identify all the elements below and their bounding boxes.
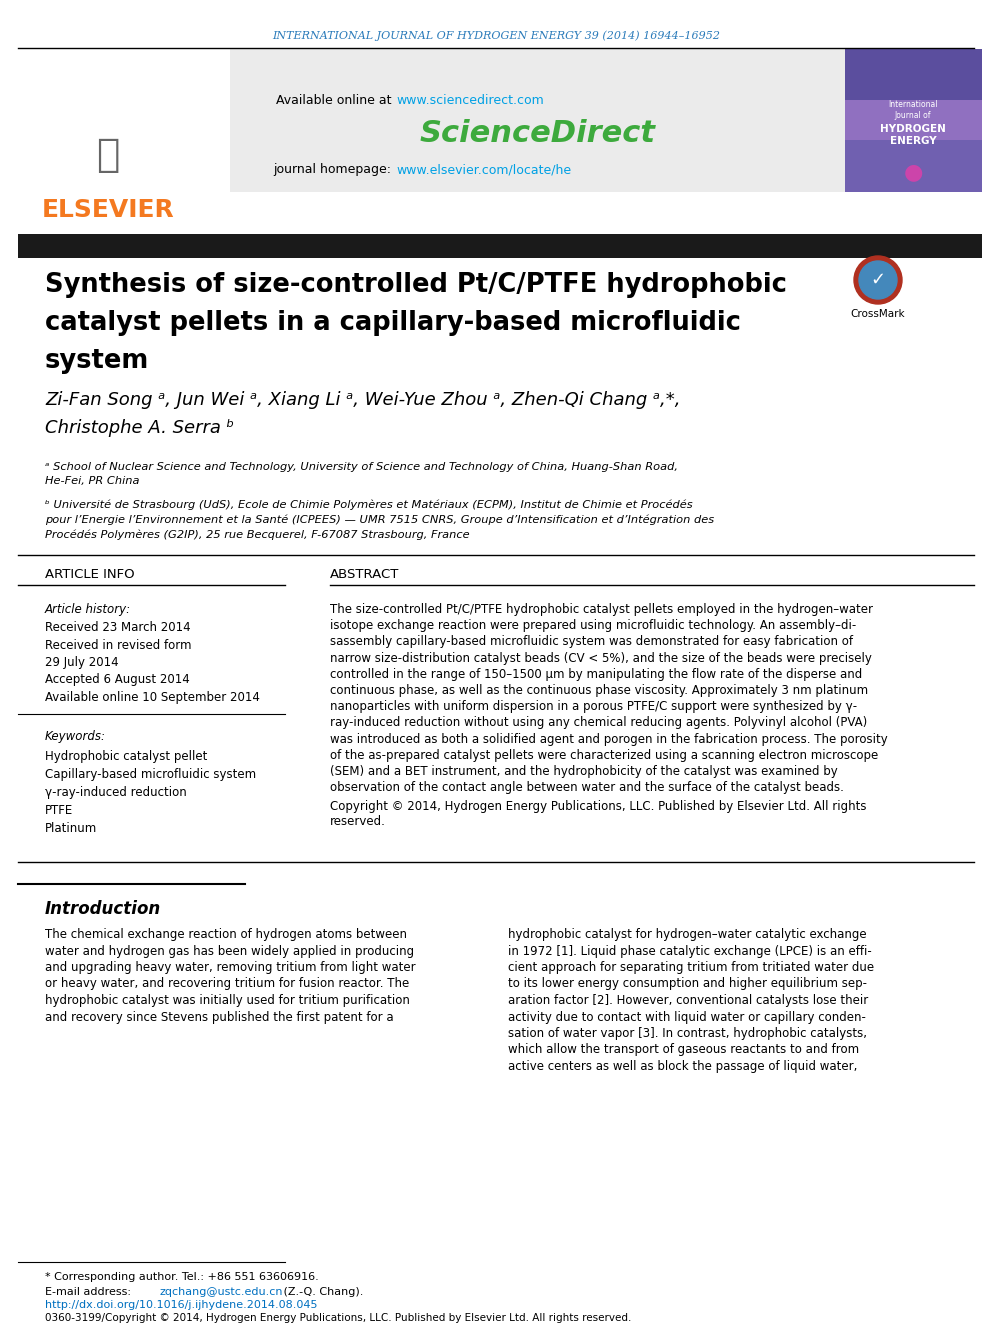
Circle shape [854, 255, 902, 304]
Text: or heavy water, and recovering tritium for fusion reactor. The: or heavy water, and recovering tritium f… [45, 978, 410, 991]
Text: which allow the transport of gaseous reactants to and from: which allow the transport of gaseous rea… [508, 1044, 859, 1057]
Bar [18, 49, 230, 192]
Text: cient approach for separating tritium from tritiated water due: cient approach for separating tritium fr… [508, 960, 874, 974]
Text: active centers as well as block the passage of liquid water,: active centers as well as block the pass… [508, 1060, 857, 1073]
Text: ABSTRACT: ABSTRACT [330, 568, 400, 581]
Text: (SEM) and a BET instrument, and the hydrophobicity of the catalyst was examined : (SEM) and a BET instrument, and the hydr… [330, 765, 838, 778]
Text: INTERNATIONAL JOURNAL OF HYDROGEN ENERGY 39 (2014) 16944–16952: INTERNATIONAL JOURNAL OF HYDROGEN ENERGY… [272, 30, 720, 41]
Text: journal homepage:: journal homepage: [273, 164, 395, 176]
Text: sassembly capillary-based microfluidic system was demonstrated for easy fabricat: sassembly capillary-based microfluidic s… [330, 635, 853, 648]
Text: The size-controlled Pt/C/PTFE hydrophobic catalyst pellets employed in the hydro: The size-controlled Pt/C/PTFE hydrophobi… [330, 603, 873, 617]
Text: Keywords:: Keywords: [45, 730, 106, 744]
Text: catalyst pellets in a capillary-based microfluidic: catalyst pellets in a capillary-based mi… [45, 310, 741, 336]
Text: ✓: ✓ [870, 271, 886, 288]
Text: Available online at: Available online at [276, 94, 395, 106]
Text: system: system [45, 348, 149, 374]
Bar [230, 49, 845, 192]
Text: Received in revised form: Received in revised form [45, 639, 191, 652]
Text: Received 23 March 2014: Received 23 March 2014 [45, 620, 190, 634]
Text: Capillary-based microfluidic system: Capillary-based microfluidic system [45, 767, 256, 781]
Circle shape [859, 261, 897, 299]
Text: Platinum: Platinum [45, 822, 97, 835]
Text: ARTICLE INFO: ARTICLE INFO [45, 568, 135, 581]
Text: Hydrophobic catalyst pellet: Hydrophobic catalyst pellet [45, 750, 207, 763]
Text: of the as-prepared catalyst pellets were characterized using a scanning electron: of the as-prepared catalyst pellets were… [330, 749, 878, 762]
Text: CrossMark: CrossMark [851, 310, 906, 319]
Text: continuous phase, as well as the continuous phase viscosity. Approximately 3 nm : continuous phase, as well as the continu… [330, 684, 868, 697]
Bar [845, 112, 982, 192]
Text: (Z.-Q. Chang).: (Z.-Q. Chang). [280, 1287, 363, 1297]
Text: * Corresponding author. Tel.: +86 551 63606916.: * Corresponding author. Tel.: +86 551 63… [45, 1271, 318, 1282]
Text: hydrophobic catalyst for hydrogen–water catalytic exchange: hydrophobic catalyst for hydrogen–water … [508, 927, 867, 941]
Text: PTFE: PTFE [45, 804, 73, 818]
Text: and upgrading heavy water, removing tritium from light water: and upgrading heavy water, removing trit… [45, 960, 416, 974]
Text: ᵃ School of Nuclear Science and Technology, University of Science and Technology: ᵃ School of Nuclear Science and Technolo… [45, 462, 678, 486]
Text: ScienceDirect: ScienceDirect [420, 119, 656, 147]
Text: International
Journal of: International Journal of [888, 101, 937, 119]
Text: water and hydrogen gas has been widely applied in producing: water and hydrogen gas has been widely a… [45, 945, 414, 958]
Bar [845, 101, 982, 140]
Text: ray-induced reduction without using any chemical reducing agents. Polyvinyl alco: ray-induced reduction without using any … [330, 716, 867, 729]
Text: Article history:: Article history: [45, 603, 131, 617]
Text: in 1972 [1]. Liquid phase catalytic exchange (LPCE) is an effi-: in 1972 [1]. Liquid phase catalytic exch… [508, 945, 872, 958]
Text: observation of the contact angle between water and the surface of the catalyst b: observation of the contact angle between… [330, 781, 844, 794]
Text: 🌳: 🌳 [96, 136, 120, 175]
Text: narrow size-distribution catalyst beads (CV < 5%), and the size of the beads wer: narrow size-distribution catalyst beads … [330, 652, 872, 664]
Text: isotope exchange reaction were prepared using microfluidic technology. An assemb: isotope exchange reaction were prepared … [330, 619, 856, 632]
Text: Synthesis of size-controlled Pt/C/PTFE hydrophobic: Synthesis of size-controlled Pt/C/PTFE h… [45, 273, 787, 298]
Text: to its lower energy consumption and higher equilibrium sep-: to its lower energy consumption and high… [508, 978, 867, 991]
Text: zqchang@ustc.edu.cn: zqchang@ustc.edu.cn [160, 1287, 284, 1297]
Text: http://dx.doi.org/10.1016/j.ijhydene.2014.08.045: http://dx.doi.org/10.1016/j.ijhydene.201… [45, 1301, 317, 1310]
Text: ●: ● [904, 161, 923, 183]
Text: was introduced as both a solidified agent and porogen in the fabrication process: was introduced as both a solidified agen… [330, 733, 888, 746]
Bar [18, 234, 982, 258]
Text: ᵇ Université de Strasbourg (UdS), Ecole de Chimie Polymères et Matériaux (ECPM),: ᵇ Université de Strasbourg (UdS), Ecole … [45, 500, 714, 540]
Text: controlled in the range of 150–1500 μm by manipulating the flow rate of the disp: controlled in the range of 150–1500 μm b… [330, 668, 862, 681]
Text: Copyright © 2014, Hydrogen Energy Publications, LLC. Published by Elsevier Ltd. : Copyright © 2014, Hydrogen Energy Public… [330, 800, 866, 828]
Text: and recovery since Stevens published the first patent for a: and recovery since Stevens published the… [45, 1011, 394, 1024]
Bar [845, 49, 982, 192]
Text: nanoparticles with uniform dispersion in a porous PTFE/C support were synthesize: nanoparticles with uniform dispersion in… [330, 700, 857, 713]
Text: aration factor [2]. However, conventional catalysts lose their: aration factor [2]. However, conventiona… [508, 994, 868, 1007]
Text: γ-ray-induced reduction: γ-ray-induced reduction [45, 786, 186, 799]
Text: 29 July 2014: 29 July 2014 [45, 656, 119, 669]
Text: www.sciencedirect.com: www.sciencedirect.com [396, 94, 544, 106]
Text: sation of water vapor [3]. In contrast, hydrophobic catalysts,: sation of water vapor [3]. In contrast, … [508, 1027, 867, 1040]
Text: hydrophobic catalyst was initially used for tritium purification: hydrophobic catalyst was initially used … [45, 994, 410, 1007]
Text: ELSEVIER: ELSEVIER [42, 198, 175, 222]
Text: Christophe A. Serra ᵇ: Christophe A. Serra ᵇ [45, 419, 234, 437]
Text: HYDROGEN
ENERGY: HYDROGEN ENERGY [880, 124, 946, 146]
Text: activity due to contact with liquid water or capillary conden-: activity due to contact with liquid wate… [508, 1011, 866, 1024]
Text: The chemical exchange reaction of hydrogen atoms between: The chemical exchange reaction of hydrog… [45, 927, 407, 941]
Text: 0360-3199/Copyright © 2014, Hydrogen Energy Publications, LLC. Published by Else: 0360-3199/Copyright © 2014, Hydrogen Ene… [45, 1312, 631, 1323]
Text: www.elsevier.com/locate/he: www.elsevier.com/locate/he [396, 164, 571, 176]
Text: E-mail address:: E-mail address: [45, 1287, 135, 1297]
Text: Accepted 6 August 2014: Accepted 6 August 2014 [45, 673, 189, 687]
Text: Available online 10 September 2014: Available online 10 September 2014 [45, 691, 260, 704]
Text: Zi-Fan Song ᵃ, Jun Wei ᵃ, Xiang Li ᵃ, Wei-Yue Zhou ᵃ, Zhen-Qi Chang ᵃ,*,: Zi-Fan Song ᵃ, Jun Wei ᵃ, Xiang Li ᵃ, We… [45, 392, 681, 409]
Text: Introduction: Introduction [45, 900, 162, 918]
